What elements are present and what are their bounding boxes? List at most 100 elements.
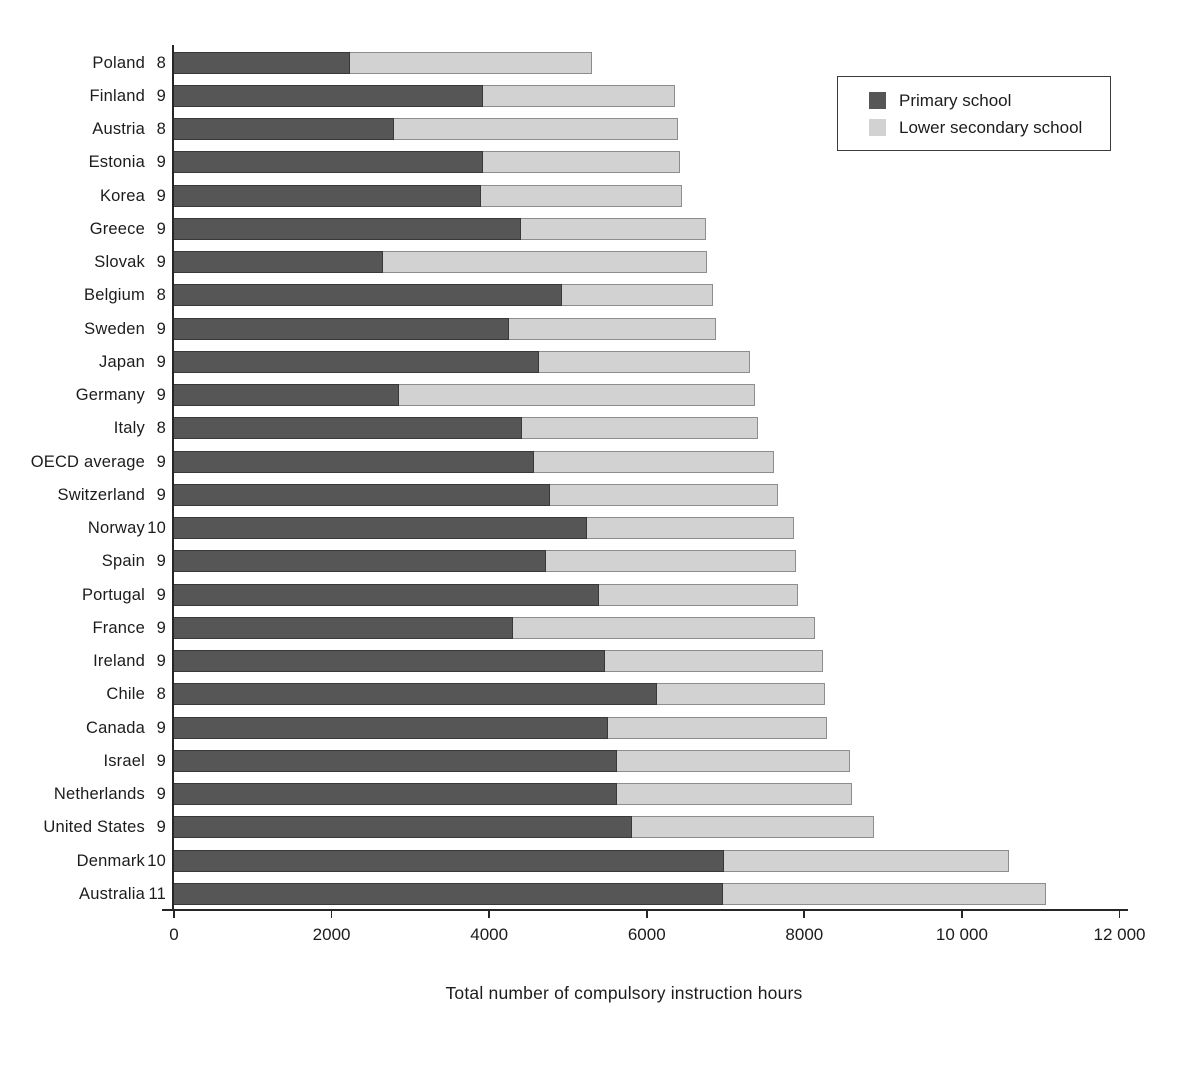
lower-secondary-bar-segment [656, 683, 826, 706]
country-name: Switzerland [57, 485, 145, 504]
country-label: Japan 9 [0, 351, 166, 373]
bar-row [173, 417, 758, 440]
country-label: Australia 11 [0, 883, 166, 905]
country-years: 9 [156, 618, 166, 637]
country-name: Israel [103, 751, 145, 770]
legend-item-primary: Primary school [869, 91, 1110, 109]
lower-secondary-bar-segment [522, 417, 758, 440]
x-axis-title: Total number of compulsory instruction h… [445, 983, 803, 1003]
bar-row [173, 118, 679, 141]
country-name: Belgium [83, 286, 145, 305]
primary-bar-segment [173, 882, 723, 905]
country-label: Switzerland 9 [0, 484, 166, 506]
bar-row [173, 650, 824, 673]
primary-bar-segment [173, 550, 546, 573]
primary-bar-segment [173, 650, 605, 673]
country-name: Italy [113, 419, 145, 438]
country-name: Chile [106, 685, 145, 704]
lower-secondary-bar-segment [631, 816, 875, 839]
bar-row [173, 517, 794, 540]
bar-row [173, 882, 1046, 905]
bar-row [173, 51, 593, 74]
lower-secondary-school-swatch-icon [869, 118, 886, 136]
country-name: France [92, 618, 145, 637]
bar-row [173, 550, 797, 573]
primary-bar-segment [173, 284, 563, 307]
country-label: Estonia 9 [0, 151, 166, 173]
lower-secondary-bar-segment [399, 384, 756, 407]
primary-bar-segment [173, 583, 600, 606]
bar-row [173, 616, 816, 639]
country-years: 9 [156, 186, 166, 205]
country-label: Finland 9 [0, 85, 166, 107]
lower-secondary-bar-segment [545, 550, 797, 573]
country-label: Italy 8 [0, 417, 166, 439]
country-label: Denmark 10 [0, 850, 166, 872]
x-tick-label: 6000 [627, 925, 666, 944]
bar-row [173, 251, 708, 274]
primary-bar-segment [173, 184, 482, 207]
country-name: Austria [92, 120, 145, 139]
primary-bar-segment [173, 517, 588, 540]
country-label: OECD average 9 [0, 451, 166, 473]
country-label: Austria 8 [0, 118, 166, 140]
x-tick [488, 909, 490, 918]
country-years: 9 [156, 352, 166, 371]
country-years: 9 [156, 386, 166, 405]
country-years: 8 [156, 120, 166, 139]
country-years: 9 [156, 86, 166, 105]
country-years: 9 [156, 319, 166, 338]
country-label: Korea 9 [0, 185, 166, 207]
country-name: Finland [89, 86, 145, 105]
lower-secondary-bar-segment [508, 317, 716, 340]
bar-row [173, 583, 798, 606]
x-tick [330, 909, 333, 918]
lower-secondary-bar-segment [481, 184, 682, 207]
lower-secondary-bar-segment [483, 151, 681, 174]
x-tick-label: 2000 [312, 925, 351, 944]
x-tick-label: 8000 [785, 925, 824, 944]
country-years: 8 [156, 53, 166, 72]
x-tick-label: 4000 [470, 925, 509, 944]
lower-secondary-bar-segment [512, 616, 816, 639]
lower-secondary-bar-segment [550, 483, 779, 506]
primary-bar-segment [173, 350, 540, 373]
x-tick-label: 12 000 [1093, 925, 1146, 944]
country-label: Germany 9 [0, 384, 166, 406]
country-years: 10 [147, 851, 166, 870]
bar-row [173, 184, 682, 207]
country-name: Denmark [76, 851, 145, 870]
bar-row [173, 816, 875, 839]
lower-secondary-bar-segment [383, 251, 708, 274]
x-tick-label: 10 000 [935, 925, 988, 944]
bar-row [173, 683, 826, 706]
primary-bar-segment [173, 417, 523, 440]
lower-secondary-bar-segment [533, 450, 775, 473]
country-label: Slovak 9 [0, 251, 166, 273]
country-years: 9 [156, 718, 166, 737]
country-label: Ireland 9 [0, 650, 166, 672]
x-tick [173, 909, 175, 918]
x-tick [1118, 909, 1121, 918]
country-name: Sweden [84, 319, 145, 338]
country-years: 9 [156, 751, 166, 770]
bar-row [173, 849, 1009, 872]
country-years: 9 [156, 585, 166, 604]
country-name: Germany [75, 386, 145, 405]
bar-row [173, 450, 775, 473]
primary-bar-segment [173, 816, 632, 839]
x-axis-line [162, 909, 1128, 911]
country-label: Canada 9 [0, 717, 166, 739]
lower-secondary-bar-segment [723, 849, 1009, 872]
primary-bar-segment [173, 217, 522, 240]
bar-row [173, 384, 756, 407]
bar-row [173, 350, 750, 373]
lower-secondary-bar-segment [539, 350, 750, 373]
country-years: 9 [156, 153, 166, 172]
country-years: 9 [156, 219, 166, 238]
country-name: Australia [79, 884, 145, 903]
primary-bar-segment [173, 849, 724, 872]
primary-bar-segment [173, 84, 484, 107]
country-years: 9 [156, 253, 166, 272]
legend-item-lower-secondary: Lower secondary school [869, 118, 1110, 136]
